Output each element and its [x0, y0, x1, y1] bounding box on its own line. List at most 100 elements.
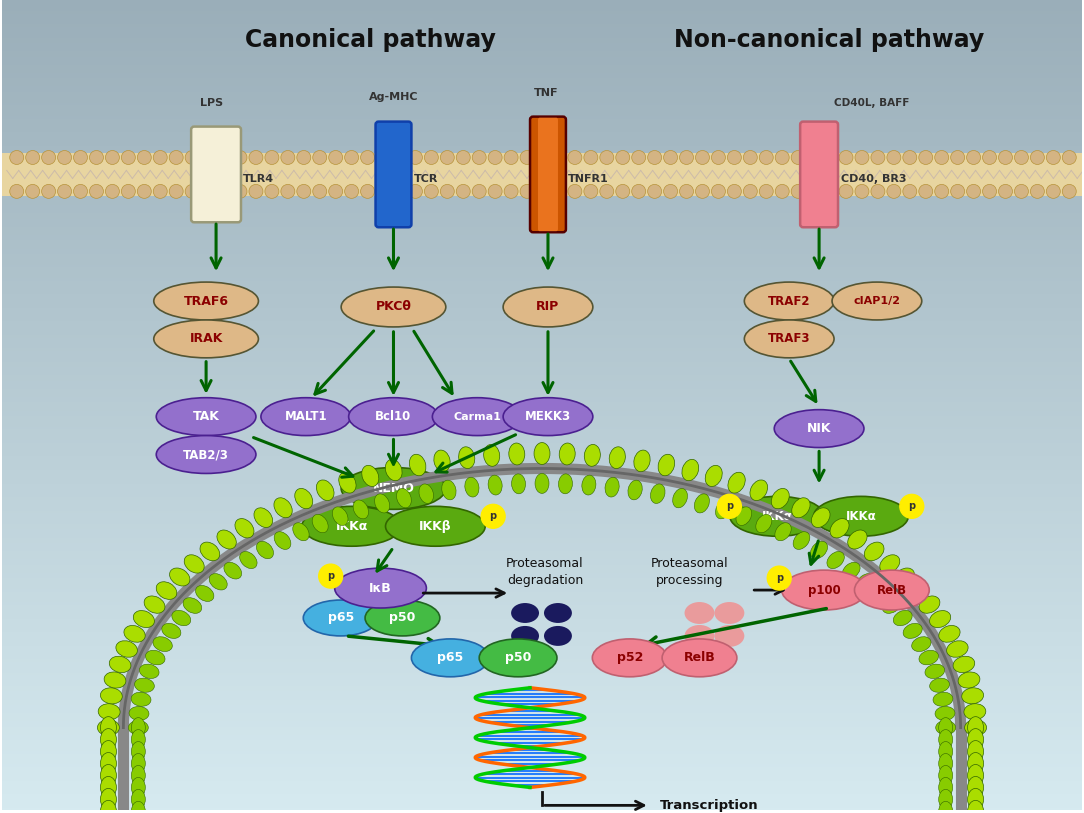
Bar: [2, 802, 1082, 805]
Bar: [2, 51, 1082, 54]
Bar: [2, 729, 1082, 732]
Circle shape: [552, 185, 566, 198]
Bar: [2, 459, 1082, 462]
FancyBboxPatch shape: [375, 122, 412, 228]
Ellipse shape: [782, 570, 866, 610]
Bar: [2, 637, 1082, 640]
Bar: [2, 43, 1082, 46]
Text: Transcription: Transcription: [660, 799, 758, 812]
Bar: [2, 0, 1082, 2]
Text: degradation: degradation: [507, 574, 583, 587]
Bar: [2, 153, 1082, 197]
Ellipse shape: [714, 625, 745, 647]
Circle shape: [202, 150, 215, 164]
Ellipse shape: [412, 639, 489, 676]
Bar: [2, 676, 1082, 678]
Ellipse shape: [335, 568, 426, 608]
Ellipse shape: [512, 474, 526, 493]
Ellipse shape: [848, 530, 867, 549]
Ellipse shape: [254, 508, 272, 528]
Ellipse shape: [134, 678, 154, 693]
Ellipse shape: [946, 641, 968, 657]
Circle shape: [319, 564, 343, 588]
Ellipse shape: [939, 729, 953, 750]
Bar: [2, 702, 1082, 705]
Text: TRAF2: TRAF2: [767, 294, 811, 307]
Ellipse shape: [341, 467, 446, 509]
Bar: [2, 732, 1082, 735]
Bar: [2, 216, 1082, 219]
FancyBboxPatch shape: [191, 127, 241, 222]
Bar: [2, 570, 1082, 572]
Bar: [2, 98, 1082, 100]
Text: p52: p52: [617, 651, 643, 664]
Text: MEKK3: MEKK3: [525, 410, 571, 423]
Text: p50: p50: [389, 611, 415, 624]
Ellipse shape: [479, 639, 557, 676]
Bar: [2, 519, 1082, 521]
Bar: [2, 2, 1082, 6]
Bar: [2, 780, 1082, 784]
Bar: [2, 316, 1082, 319]
Bar: [2, 467, 1082, 470]
Circle shape: [376, 185, 390, 198]
Bar: [2, 680, 1082, 684]
Ellipse shape: [919, 650, 939, 665]
Ellipse shape: [295, 489, 312, 509]
Bar: [2, 133, 1082, 135]
Bar: [2, 754, 1082, 756]
Circle shape: [696, 150, 709, 164]
Ellipse shape: [811, 541, 827, 559]
Ellipse shape: [131, 692, 151, 706]
Bar: [2, 584, 1082, 586]
Ellipse shape: [301, 506, 401, 546]
Circle shape: [233, 150, 247, 164]
Bar: [2, 697, 1082, 700]
Bar: [2, 689, 1082, 692]
Bar: [2, 632, 1082, 635]
Circle shape: [791, 150, 805, 164]
Circle shape: [967, 150, 981, 164]
Bar: [2, 770, 1082, 772]
Bar: [2, 413, 1082, 416]
Ellipse shape: [101, 728, 116, 750]
Ellipse shape: [833, 282, 921, 320]
Circle shape: [919, 185, 932, 198]
Bar: [2, 67, 1082, 70]
Bar: [2, 392, 1082, 394]
Ellipse shape: [907, 582, 928, 599]
Bar: [2, 354, 1082, 357]
Ellipse shape: [145, 650, 165, 665]
Ellipse shape: [144, 596, 165, 613]
Bar: [2, 297, 1082, 300]
Ellipse shape: [968, 741, 983, 763]
Ellipse shape: [939, 741, 953, 762]
Bar: [2, 554, 1082, 556]
Circle shape: [951, 150, 965, 164]
Bar: [2, 508, 1082, 511]
Circle shape: [138, 150, 152, 164]
Ellipse shape: [131, 754, 145, 773]
Bar: [2, 643, 1082, 646]
Circle shape: [855, 185, 869, 198]
Bar: [2, 715, 1082, 719]
Bar: [2, 592, 1082, 594]
Bar: [2, 608, 1082, 611]
Ellipse shape: [397, 489, 411, 508]
Bar: [2, 59, 1082, 62]
Bar: [2, 337, 1082, 341]
Text: CD40, BR3: CD40, BR3: [841, 175, 906, 185]
Bar: [2, 380, 1082, 384]
Circle shape: [696, 185, 709, 198]
Ellipse shape: [101, 776, 116, 798]
Bar: [2, 176, 1082, 178]
Ellipse shape: [386, 506, 486, 546]
Ellipse shape: [880, 554, 900, 573]
Circle shape: [775, 185, 789, 198]
Circle shape: [759, 185, 773, 198]
Ellipse shape: [101, 789, 116, 811]
Bar: [2, 451, 1082, 454]
Ellipse shape: [511, 626, 539, 646]
Ellipse shape: [508, 443, 525, 465]
Bar: [2, 62, 1082, 65]
